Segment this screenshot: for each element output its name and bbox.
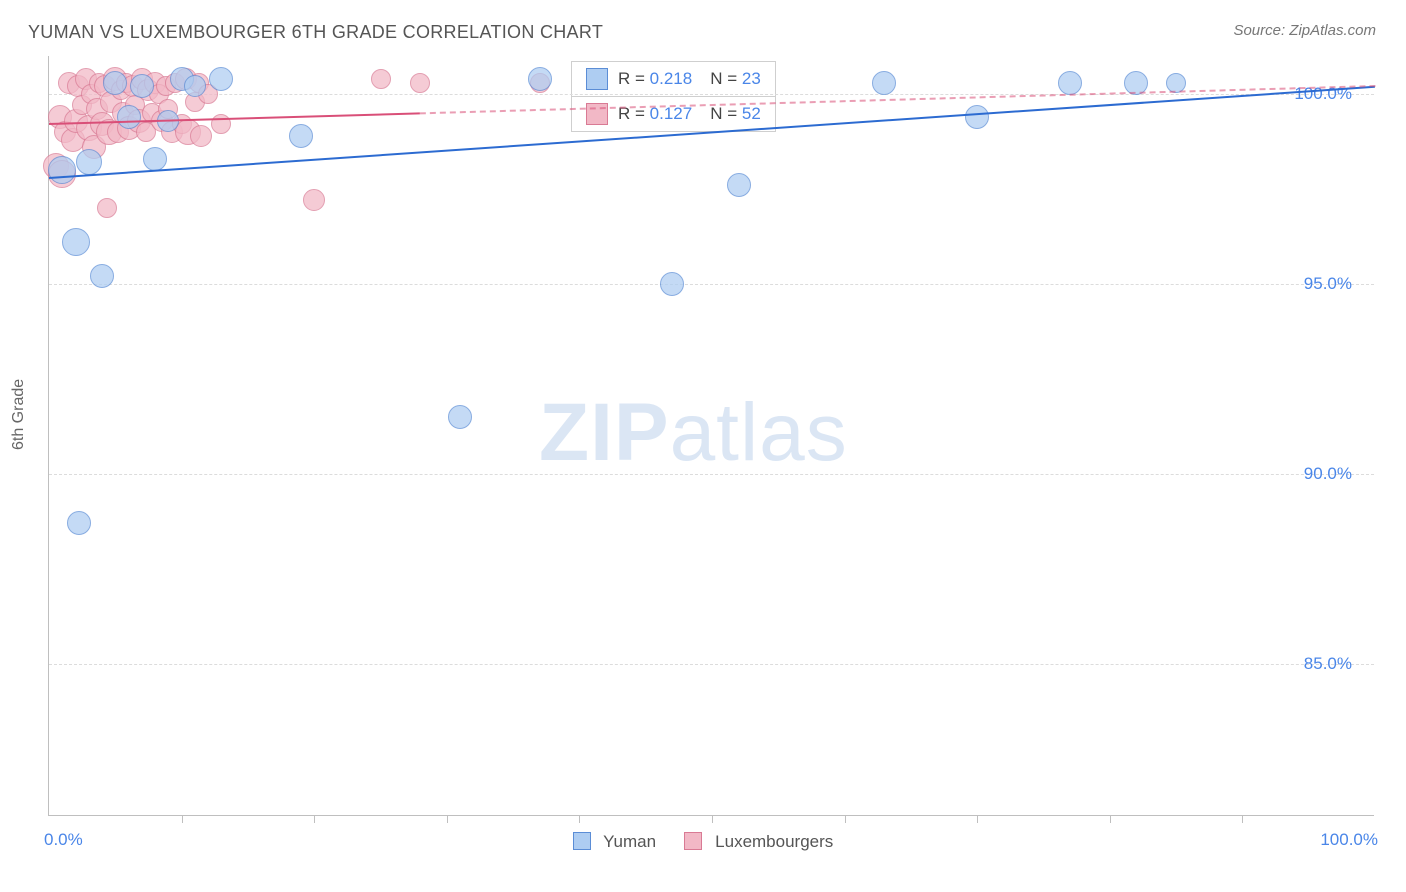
y-axis-label: 6th Grade	[10, 379, 28, 450]
x-tick	[977, 815, 978, 823]
lux-point	[190, 125, 212, 147]
chart-title: YUMAN VS LUXEMBOURGER 6TH GRADE CORRELAT…	[28, 22, 603, 43]
stats-r-label: R = 0.218	[618, 69, 692, 89]
x-tick	[579, 815, 580, 823]
yuman-point	[143, 147, 167, 171]
x-tick	[447, 815, 448, 823]
yuman-legend-swatch	[573, 832, 591, 850]
watermark-bold: ZIP	[539, 387, 670, 478]
x-tick	[1110, 815, 1111, 823]
yuman-r: 0.218	[650, 69, 693, 88]
x-tick	[182, 815, 183, 823]
bottom-legend: Yuman Luxembourgers	[0, 832, 1406, 852]
lux-legend-label: Luxembourgers	[715, 832, 833, 851]
stats-n-label: N = 23	[710, 69, 761, 89]
watermark-rest: atlas	[670, 387, 848, 478]
yuman-point	[1058, 71, 1082, 95]
yuman-point	[448, 405, 472, 429]
gridline	[49, 474, 1374, 475]
yuman-point	[130, 74, 154, 98]
yuman-point	[90, 264, 114, 288]
yuman-point	[117, 105, 141, 129]
gridline	[49, 94, 1374, 95]
yuman-point	[528, 67, 552, 91]
watermark: ZIPatlas	[539, 386, 848, 480]
yuman-point	[727, 173, 751, 197]
y-tick-label: 95.0%	[1304, 274, 1352, 294]
x-tick	[712, 815, 713, 823]
yuman-point	[872, 71, 896, 95]
yuman-point	[67, 511, 91, 535]
stats-legend: R = 0.218 N = 23 R = 0.127 N = 52	[571, 61, 776, 132]
stats-n-label: N = 52	[710, 104, 761, 124]
yuman-point	[965, 105, 989, 129]
x-tick	[1242, 815, 1243, 823]
y-tick-label: 90.0%	[1304, 464, 1352, 484]
x-tick	[314, 815, 315, 823]
yuman-point	[289, 124, 313, 148]
yuman-point	[103, 71, 127, 95]
source-label: Source: ZipAtlas.com	[1233, 22, 1376, 39]
yuman-point	[62, 228, 90, 256]
yuman-swatch	[586, 68, 608, 90]
y-tick-label: 85.0%	[1304, 654, 1352, 674]
yuman-point	[660, 272, 684, 296]
yuman-point	[209, 67, 233, 91]
yuman-point	[48, 156, 76, 184]
yuman-n: 23	[742, 69, 761, 88]
lux-point	[97, 198, 117, 218]
gridline	[49, 284, 1374, 285]
lux-point	[371, 69, 391, 89]
yuman-point	[76, 149, 102, 175]
chart-root: YUMAN VS LUXEMBOURGER 6TH GRADE CORRELAT…	[0, 0, 1406, 892]
lux-legend-swatch	[684, 832, 702, 850]
stats-row-yuman: R = 0.218 N = 23	[572, 62, 775, 97]
lux-point	[410, 73, 430, 93]
plot-area: ZIPatlas R = 0.218 N = 23 R = 0.127 N = …	[48, 56, 1374, 816]
x-tick	[845, 815, 846, 823]
yuman-point	[184, 75, 206, 97]
yuman-legend-label: Yuman	[603, 832, 656, 851]
gridline	[49, 664, 1374, 665]
lux-n: 52	[742, 104, 761, 123]
lux-point	[303, 189, 325, 211]
